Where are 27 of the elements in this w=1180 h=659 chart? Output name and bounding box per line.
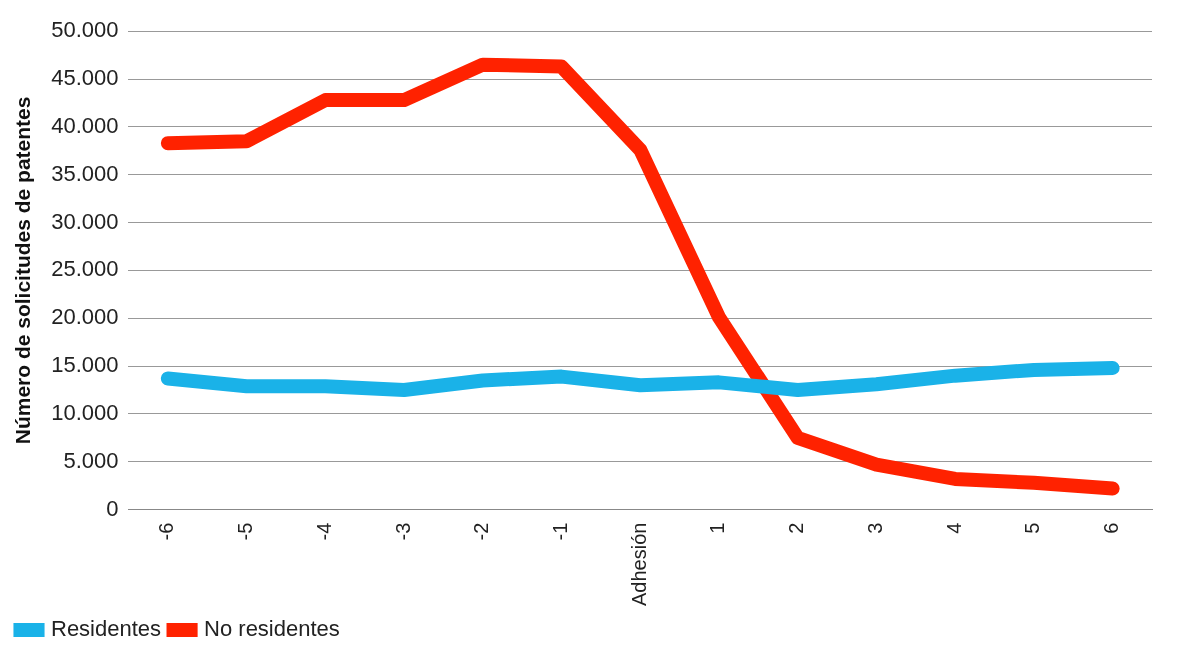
y-tick-label: 10.000 [51, 399, 119, 425]
x-tick-label: 6 [1100, 522, 1123, 534]
x-tick-label: -5 [234, 522, 257, 541]
x-tick-label: Adhesión [627, 522, 650, 607]
x-tick-label: 4 [942, 522, 965, 534]
y-tick-label: 0 [106, 495, 119, 521]
x-tick-label: 1 [706, 522, 729, 534]
y-axis-title: Número de solicitudes de patentes [11, 96, 35, 445]
x-tick-label: -3 [391, 522, 414, 541]
x-tick-label: -6 [155, 522, 178, 541]
legend-label: No residentes [204, 616, 340, 642]
x-tick-label: 5 [1021, 522, 1044, 534]
y-tick-label: 30.000 [51, 208, 119, 234]
x-tick-label: -4 [312, 522, 335, 541]
y-tick-label: 50.000 [51, 17, 119, 43]
y-tick-label: 25.000 [51, 256, 119, 282]
x-tick-label: 3 [863, 522, 886, 534]
y-tick-label: 20.000 [51, 304, 119, 330]
legend-label: Residentes [51, 616, 162, 642]
y-tick-label: 35.000 [51, 160, 119, 186]
y-tick-label: 5.000 [63, 447, 119, 473]
x-tick-label: 2 [785, 522, 808, 534]
x-tick-label: -1 [549, 522, 572, 541]
y-tick-label: 45.000 [51, 65, 119, 91]
y-tick-label: 15.000 [51, 352, 119, 378]
y-tick-label: 40.000 [51, 112, 119, 138]
x-tick-label: -2 [470, 522, 493, 541]
